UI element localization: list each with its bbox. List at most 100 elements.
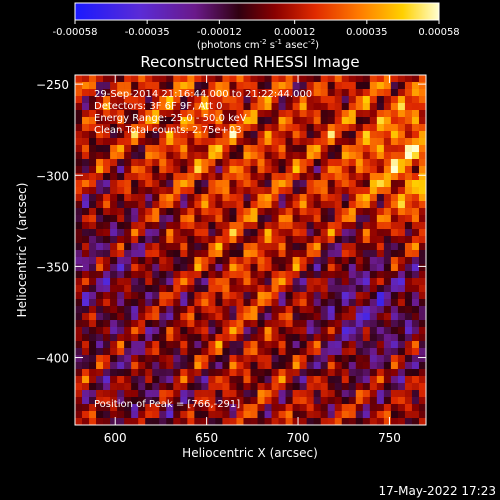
heatmap-pixel — [271, 131, 279, 139]
heatmap-pixel — [313, 194, 321, 202]
heatmap-pixel — [194, 229, 202, 237]
heatmap-pixel — [222, 159, 230, 167]
heatmap-pixel — [369, 299, 378, 307]
heatmap-pixel — [250, 75, 258, 83]
heatmap-pixel — [131, 131, 139, 139]
heatmap-pixel — [278, 145, 286, 153]
heatmap-pixel — [369, 145, 378, 153]
heatmap-pixel — [341, 383, 350, 391]
heatmap-pixel — [348, 257, 357, 265]
heatmap-pixel — [404, 208, 413, 216]
heatmap-pixel — [334, 264, 343, 272]
heatmap-pixel — [159, 222, 167, 230]
heatmap-pixel — [194, 390, 202, 398]
heatmap-pixel — [341, 376, 350, 384]
heatmap-pixel — [159, 327, 167, 335]
heatmap-pixel — [264, 229, 272, 237]
heatmap-pixel — [411, 418, 420, 425]
heatmap-pixel — [369, 250, 378, 258]
heatmap-pixel — [390, 159, 399, 167]
heatmap-pixel — [250, 187, 258, 195]
heatmap-pixel — [103, 334, 111, 342]
heatmap-pixel — [397, 208, 406, 216]
heatmap-pixel — [292, 222, 300, 230]
heatmap-pixel — [103, 96, 111, 104]
heatmap-pixel — [75, 138, 83, 146]
heatmap-pixel — [285, 138, 293, 146]
heatmap-pixel — [215, 159, 223, 167]
heatmap-pixel — [397, 299, 406, 307]
heatmap-pixel — [103, 418, 111, 425]
heatmap-pixel — [110, 313, 118, 321]
heatmap-pixel — [327, 320, 336, 328]
heatmap-pixel — [201, 159, 209, 167]
heatmap-pixel — [313, 341, 321, 349]
heatmap-pixel — [313, 348, 321, 356]
heatmap-pixel — [257, 173, 265, 181]
heatmap-pixel — [96, 145, 104, 153]
heatmap-pixel — [180, 201, 188, 209]
heatmap-pixel — [75, 124, 83, 132]
heatmap-pixel — [306, 159, 314, 167]
heatmap-pixel — [383, 257, 392, 265]
heatmap-pixel — [173, 243, 181, 251]
heatmap-pixel — [278, 138, 286, 146]
heatmap-pixel — [418, 418, 426, 425]
heatmap-pixel — [124, 299, 132, 307]
heatmap-pixel — [383, 194, 392, 202]
heatmap-pixel — [145, 411, 153, 419]
heatmap-pixel — [348, 117, 357, 125]
heatmap-pixel — [306, 145, 314, 153]
heatmap-pixel — [166, 236, 174, 244]
heatmap-pixel — [348, 180, 357, 188]
heatmap-pixel — [278, 418, 286, 425]
heatmap-pixel — [264, 131, 272, 139]
heatmap-pixel — [131, 229, 139, 237]
heatmap-pixel — [124, 257, 132, 265]
heatmap-pixel — [110, 124, 118, 132]
heatmap-pixel — [250, 285, 258, 293]
heatmap-pixel — [341, 89, 350, 97]
heatmap-pixel — [362, 320, 371, 328]
heatmap-pixel — [418, 89, 426, 97]
heatmap-pixel — [75, 278, 83, 286]
heatmap-pixel — [390, 96, 399, 104]
heatmap-pixel — [404, 404, 413, 412]
heatmap-pixel — [89, 103, 97, 111]
heatmap-pixel — [117, 89, 125, 97]
heatmap-pixel — [341, 278, 350, 286]
heatmap-pixel — [390, 145, 399, 153]
heatmap-pixel — [117, 257, 125, 265]
heatmap-pixel — [348, 383, 357, 391]
heatmap-pixel — [418, 404, 426, 412]
heatmap-pixel — [327, 208, 336, 216]
heatmap-pixel — [334, 404, 343, 412]
heatmap-pixel — [334, 418, 343, 425]
heatmap-pixel — [320, 117, 329, 125]
heatmap-pixel — [278, 201, 286, 209]
heatmap-pixel — [271, 306, 279, 314]
heatmap-pixel — [411, 299, 420, 307]
heatmap-pixel — [131, 117, 139, 125]
heatmap-pixel — [306, 292, 314, 300]
heatmap-pixel — [299, 299, 307, 307]
heatmap-pixel — [229, 173, 237, 181]
heatmap-pixel — [166, 271, 174, 279]
heatmap-pixel — [89, 278, 97, 286]
heatmap-pixel — [376, 299, 385, 307]
heatmap-pixel — [411, 187, 420, 195]
heatmap-pixel — [334, 236, 343, 244]
heatmap-pixel — [89, 404, 97, 412]
heatmap-pixel — [159, 187, 167, 195]
heatmap-pixel — [397, 376, 406, 384]
heatmap-pixel — [215, 299, 223, 307]
heatmap-pixel — [271, 124, 279, 132]
heatmap-pixel — [236, 327, 244, 335]
heatmap-pixel — [250, 383, 258, 391]
heatmap-pixel — [355, 110, 364, 118]
heatmap-pixel — [250, 89, 258, 97]
heatmap-pixel — [159, 82, 167, 90]
heatmap-pixel — [404, 110, 413, 118]
heatmap-pixel — [145, 355, 153, 363]
heatmap-pixel — [180, 145, 188, 153]
